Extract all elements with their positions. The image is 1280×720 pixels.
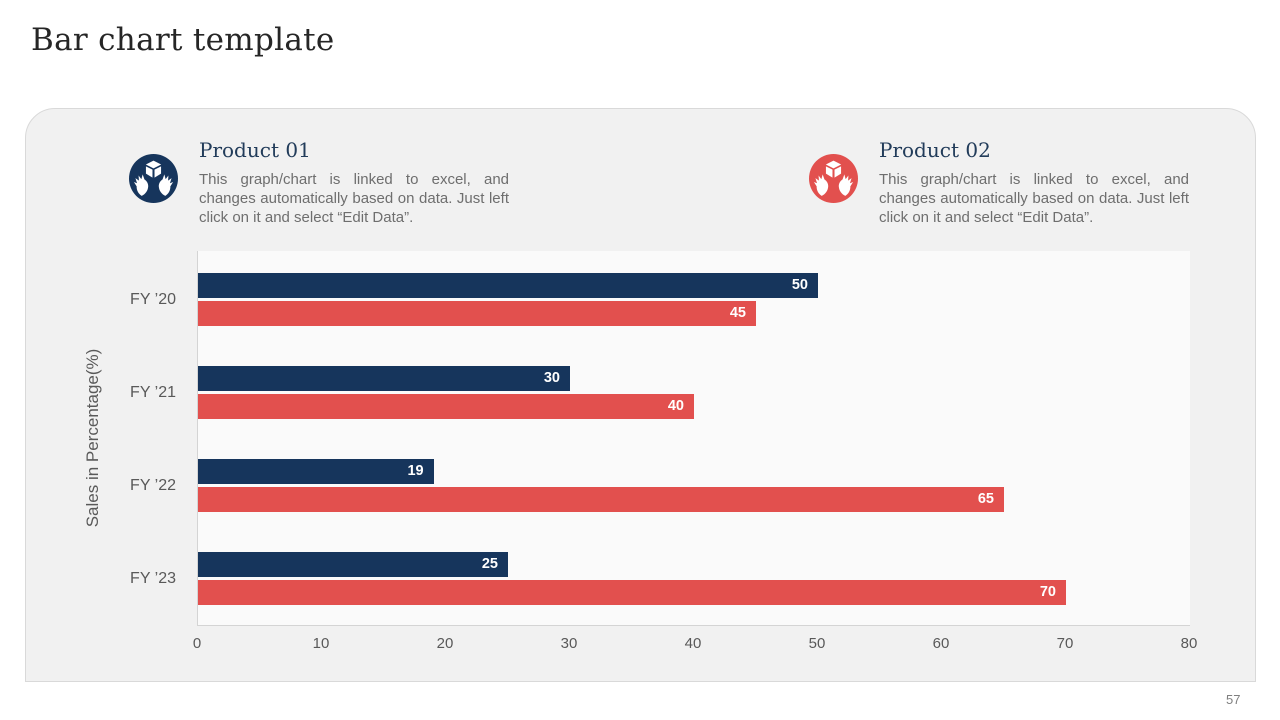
bar-value-label: 30 (543, 370, 560, 386)
axis-tick-label: 0 (192, 635, 202, 652)
axis-tick-label: 50 (808, 635, 826, 652)
bar-value-label: 40 (667, 398, 684, 414)
product-01-title: Product 01 (199, 138, 311, 162)
product-02-description: This graph/chart is linked to excel, and… (879, 171, 1189, 226)
bar-product-02[interactable]: 65 (198, 487, 1004, 512)
bar-product-02[interactable]: 70 (198, 580, 1066, 605)
axis-tick-label: 40 (684, 635, 702, 652)
category-label: FY ’22 (130, 476, 176, 494)
chart-panel: Product 01 This graph/chart is linked to… (25, 108, 1256, 682)
bar-product-01[interactable]: 30 (198, 366, 570, 391)
page-number: 57 (1226, 692, 1241, 707)
category-axis: FY ’20 FY ’21 FY ’22 FY ’23 (26, 251, 186, 625)
bar-value-label: 25 (481, 556, 498, 572)
legend-product-01: Product 01 This graph/chart is linked to… (199, 138, 509, 227)
bar-product-01[interactable]: 25 (198, 552, 508, 577)
category-label: FY ’21 (130, 383, 176, 401)
axis-tick-label: 60 (932, 635, 950, 652)
bar-product-01[interactable]: 50 (198, 273, 818, 298)
bar-value-label: 50 (791, 277, 808, 293)
bar-product-02[interactable]: 45 (198, 301, 756, 326)
legend-product-02: Product 02 This graph/chart is linked to… (879, 138, 1189, 227)
axis-tick-label: 80 (1180, 635, 1198, 652)
category-label: FY ’20 (130, 290, 176, 308)
axis-tick-label: 20 (436, 635, 454, 652)
bar-value-label: 19 (407, 463, 424, 479)
bar-value-label: 65 (977, 491, 994, 507)
bar-value-label: 70 (1039, 584, 1056, 600)
bar-product-02[interactable]: 40 (198, 394, 694, 419)
hands-holding-box-icon (129, 154, 178, 203)
page-title: Bar chart template (31, 22, 335, 58)
bar-product-01[interactable]: 19 (198, 459, 434, 484)
category-label: FY ’23 (130, 569, 176, 587)
axis-tick-label: 70 (1056, 635, 1074, 652)
product-01-description: This graph/chart is linked to excel, and… (199, 171, 509, 226)
bar-value-label: 45 (729, 305, 746, 321)
product-02-title: Product 02 (879, 138, 991, 162)
x-axis-ticks: 0 10 20 30 40 50 60 70 80 (193, 625, 1198, 655)
axis-tick-label: 30 (560, 635, 578, 652)
hands-holding-box-icon (809, 154, 858, 203)
axis-tick-label: 10 (312, 635, 330, 652)
plot-area[interactable]: 50 45 30 40 19 65 25 70 (197, 251, 1190, 626)
